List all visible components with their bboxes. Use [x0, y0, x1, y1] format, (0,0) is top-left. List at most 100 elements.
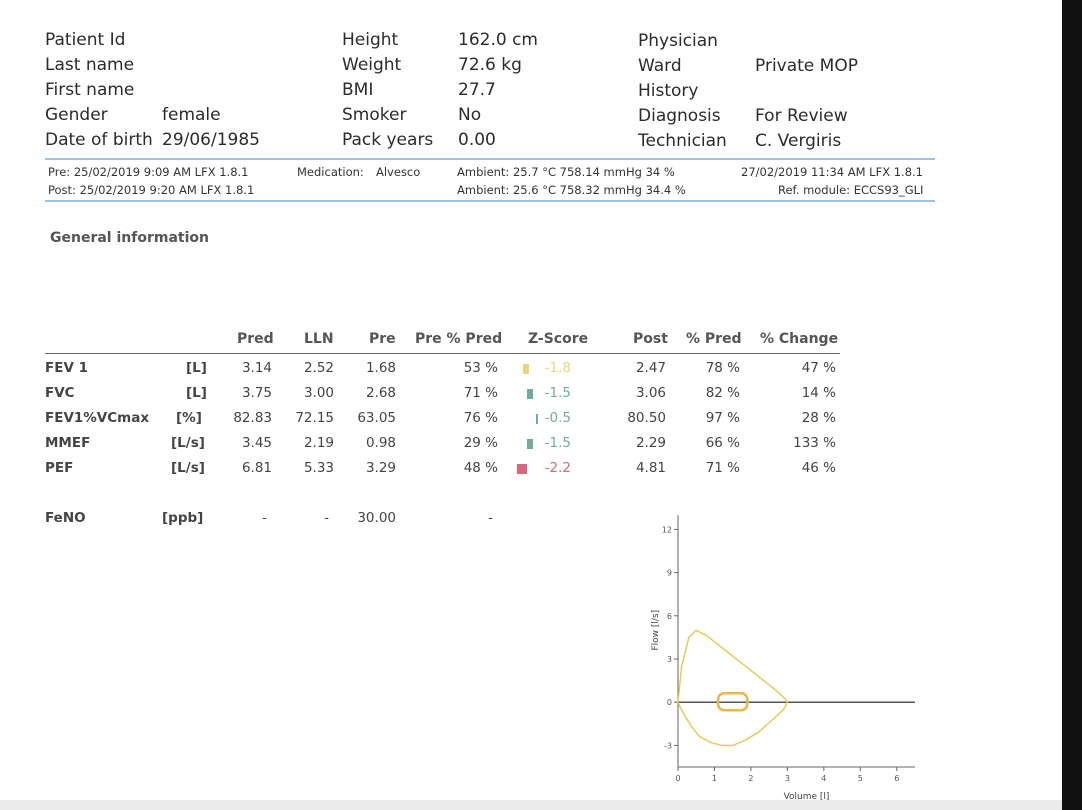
- meta-top-rule: [45, 158, 935, 160]
- change-cell: 14 %: [801, 385, 836, 401]
- z-score-marker: [536, 414, 538, 424]
- z-score-marker: [527, 439, 533, 449]
- row-unit: [%]: [176, 410, 202, 426]
- post-cell: 3.06: [635, 385, 666, 401]
- highlight-annotation: [716, 691, 749, 712]
- weight-label: Weight: [342, 55, 402, 75]
- row-name: PEF: [45, 460, 74, 476]
- y-tick-label: 9: [667, 569, 672, 578]
- pre-pct-cell: 71 %: [463, 385, 498, 401]
- post-pct-cell: 82 %: [705, 385, 740, 401]
- gender-value: female: [162, 105, 221, 125]
- section-title: General information: [50, 230, 209, 246]
- row-name: FVC: [45, 385, 75, 401]
- col-header-pre: Pre: [369, 331, 396, 347]
- row-unit: [L/s]: [171, 435, 205, 451]
- post-cell: 2.29: [635, 435, 666, 451]
- z-score-marker: [523, 364, 529, 374]
- ref-module: Ref. module: ECCS93_GLI: [778, 183, 924, 197]
- lln-cell: -: [324, 510, 329, 526]
- technician-label: Technician: [638, 131, 727, 151]
- pre-cell: 0.98: [365, 435, 396, 451]
- window-bottom-edge: [0, 800, 1062, 810]
- y-tick-label: -3: [664, 741, 672, 750]
- pred-cell: 3.14: [241, 360, 272, 376]
- post-pct-cell: 66 %: [705, 435, 740, 451]
- pre-cell: 2.68: [365, 385, 396, 401]
- window-edge: [1062, 0, 1082, 810]
- change-cell: 46 %: [801, 460, 836, 476]
- dob-value: 29/06/1985: [162, 130, 260, 150]
- pred-cell: 6.81: [241, 460, 272, 476]
- last-name-label: Last name: [45, 55, 135, 75]
- bmi-label: BMI: [342, 80, 374, 100]
- pred-cell: -: [262, 510, 267, 526]
- ambient-post: Ambient: 25.6 °C 758.32 mmHg 34.4 %: [457, 183, 686, 197]
- technician-value: C. Vergiris: [755, 131, 842, 151]
- bmi-value: 27.7: [458, 80, 496, 100]
- change-cell: 47 %: [801, 360, 836, 376]
- pre-pct-cell: 48 %: [463, 460, 498, 476]
- col-header-post: Post: [633, 331, 668, 347]
- row-name: FEV1%VCmax: [45, 410, 150, 426]
- pre-cell: 30.00: [357, 510, 396, 526]
- ward-label: Ward: [638, 56, 682, 76]
- post-cell: 4.81: [635, 460, 666, 476]
- lln-cell: 72.15: [295, 410, 334, 426]
- x-tick-label: 0: [675, 774, 680, 783]
- change-cell: 133 %: [793, 435, 836, 451]
- row-name: FeNO: [45, 510, 86, 526]
- z-score-cell: -1.5: [544, 385, 571, 401]
- pre-pct-cell: -: [488, 510, 493, 526]
- gender-label: Gender: [45, 105, 108, 125]
- z-score-cell: -2.2: [544, 460, 571, 476]
- height-label: Height: [342, 30, 399, 50]
- post-test-info: Post: 25/02/2019 9:20 AM LFX 1.8.1: [48, 183, 255, 197]
- medication-label: Medication:: [297, 165, 364, 179]
- pred-cell: 3.75: [241, 385, 272, 401]
- x-tick-label: 6: [894, 774, 899, 783]
- lln-cell: 5.33: [303, 460, 334, 476]
- smoker-value: No: [458, 105, 482, 125]
- x-tick-label: 4: [821, 774, 826, 783]
- ward-value: Private MOP: [755, 56, 858, 76]
- z-score-cell: -1.8: [544, 360, 571, 376]
- height-value: 162.0 cm: [458, 30, 538, 50]
- y-axis-label: Flow [l/s]: [651, 610, 661, 651]
- first-name-label: First name: [45, 80, 135, 100]
- post-cell: 80.50: [627, 410, 666, 426]
- x-tick-label: 5: [858, 774, 863, 783]
- pre-cell: 63.05: [357, 410, 396, 426]
- lln-cell: 2.19: [303, 435, 334, 451]
- report-date: 27/02/2019 11:34 AM LFX 1.8.1: [741, 165, 923, 179]
- post-cell: 2.47: [635, 360, 666, 376]
- col-header-z-score: Z-Score: [528, 331, 589, 347]
- pre-cell: 3.29: [365, 460, 396, 476]
- pre-cell: 1.68: [365, 360, 396, 376]
- col-header-pred: Pred: [237, 331, 274, 347]
- flow-volume-loop: [677, 629, 789, 747]
- patient-id-label: Patient Id: [45, 30, 126, 50]
- history-label: History: [638, 81, 699, 101]
- y-tick-label: 6: [667, 612, 672, 621]
- col-header-post-pct-pred: % Pred: [686, 331, 742, 347]
- change-cell: 28 %: [801, 410, 836, 426]
- ambient-pre: Ambient: 25.7 °C 758.14 mmHg 34 %: [457, 165, 675, 179]
- medication-value: Alvesco: [376, 165, 421, 179]
- y-tick-label: 12: [662, 525, 672, 534]
- z-score-cell: -0.5: [544, 410, 571, 426]
- post-pct-cell: 97 %: [705, 410, 740, 426]
- post-pct-cell: 71 %: [705, 460, 740, 476]
- physician-label: Physician: [638, 31, 718, 51]
- row-unit: [L]: [186, 360, 207, 376]
- row-unit: [L/s]: [171, 460, 205, 476]
- pred-cell: 82.83: [233, 410, 272, 426]
- pred-cell: 3.45: [241, 435, 272, 451]
- pack-years-value: 0.00: [458, 130, 496, 150]
- y-tick-label: 0: [667, 698, 672, 707]
- row-unit: [ppb]: [162, 510, 204, 526]
- smoker-label: Smoker: [342, 105, 407, 125]
- row-unit: [L]: [186, 385, 207, 401]
